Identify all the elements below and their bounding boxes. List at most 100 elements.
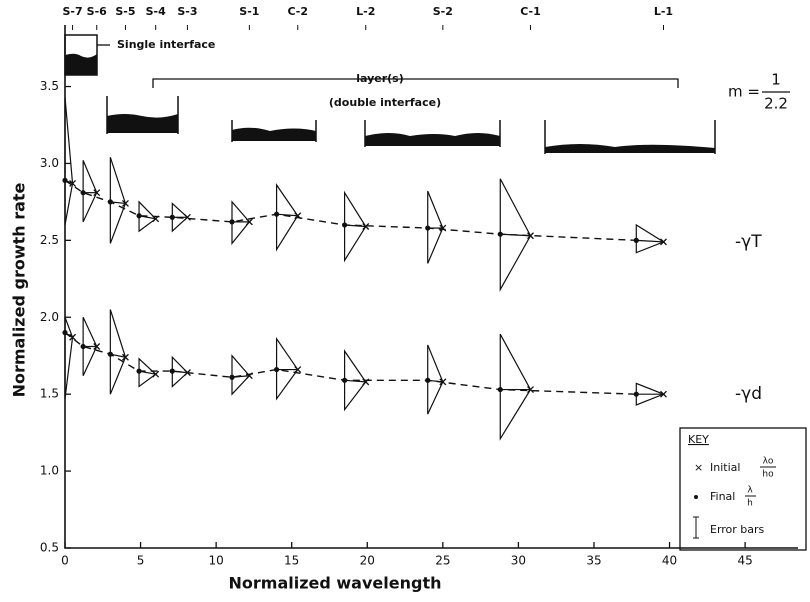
y-tick-label: 3.5 xyxy=(40,79,59,93)
x-tick-label: 25 xyxy=(435,554,450,568)
final-point xyxy=(273,211,280,217)
final-point xyxy=(62,177,68,183)
sample-label: C-2 xyxy=(287,5,308,18)
initial-point xyxy=(660,238,667,246)
x-tick-label: 20 xyxy=(360,554,375,568)
initial-point xyxy=(121,199,129,207)
key-symbol xyxy=(694,495,698,499)
final-point xyxy=(497,231,503,237)
initial-point xyxy=(294,366,302,374)
error-triangle xyxy=(109,309,127,395)
final-point xyxy=(107,199,113,205)
sample-label: S-3 xyxy=(177,5,197,18)
x-axis-label: Normalized wavelength xyxy=(229,574,442,593)
sample-label: S-7 xyxy=(62,5,82,18)
trend-line xyxy=(64,179,637,242)
initial-point xyxy=(245,372,253,380)
shift-line xyxy=(138,370,156,375)
sample-label: S-1 xyxy=(239,5,259,18)
initial-point xyxy=(183,369,191,377)
initial-point xyxy=(439,378,447,386)
y-tick-label: 0.5 xyxy=(40,541,59,555)
final-point xyxy=(229,374,235,380)
initial-point xyxy=(93,343,101,350)
y-tick-label: 2.5 xyxy=(40,233,59,247)
initial-point xyxy=(362,223,370,230)
initial-point xyxy=(69,179,77,187)
final-point xyxy=(136,368,142,374)
key-box xyxy=(679,427,807,551)
key-symbol xyxy=(693,516,699,539)
series-label: -γd xyxy=(735,384,762,404)
sample-label: S-6 xyxy=(87,5,107,18)
final-point xyxy=(273,366,280,373)
final-point xyxy=(80,190,86,196)
final-point xyxy=(229,219,235,225)
final-point xyxy=(425,377,431,383)
initial-point xyxy=(245,218,253,226)
key-symbol: × xyxy=(694,461,703,474)
shift-line xyxy=(344,224,366,228)
initial-point xyxy=(527,232,534,240)
series-label: -γT xyxy=(735,232,762,252)
initial-point xyxy=(93,189,101,197)
initial-point xyxy=(152,370,160,378)
error-triangle xyxy=(64,97,74,226)
shift-line xyxy=(500,233,531,237)
key-label: Error bars xyxy=(710,523,765,536)
shift-line xyxy=(344,379,366,383)
shift-line xyxy=(636,239,664,243)
error-triangle xyxy=(499,333,532,441)
x-tick-label: 40 xyxy=(662,554,677,568)
sample-label: S-4 xyxy=(146,5,166,18)
annotation: layer(s) xyxy=(356,72,404,85)
sketches xyxy=(64,34,716,154)
error-triangle xyxy=(275,336,299,401)
shift-line xyxy=(231,375,250,378)
final-point xyxy=(341,222,348,228)
y-tick-label: 1.0 xyxy=(40,464,59,478)
x-tick-label: 0 xyxy=(61,554,69,568)
sample-label: L-2 xyxy=(356,5,375,18)
y-tick-label: 1.5 xyxy=(40,387,59,401)
error-triangle xyxy=(231,200,251,246)
initial-point xyxy=(121,353,129,361)
sample-label: S-2 xyxy=(433,5,453,18)
final-point xyxy=(62,330,68,336)
final-point xyxy=(107,351,113,357)
error-triangle xyxy=(635,223,665,254)
key-label: Initial xyxy=(710,461,740,474)
key-label: λo xyxy=(763,457,774,467)
sample-label: S-5 xyxy=(115,5,135,18)
initial-point xyxy=(660,390,667,398)
final-point xyxy=(80,343,86,350)
trend-line xyxy=(64,332,637,395)
annotation: (double interface) xyxy=(329,96,441,109)
x-tick-label: 15 xyxy=(284,554,299,568)
y-tick-label: 2.0 xyxy=(40,310,59,324)
shift-line xyxy=(138,215,156,220)
key-label: λ xyxy=(747,486,753,496)
final-point xyxy=(136,213,142,219)
x-tick-label: 5 xyxy=(137,554,145,568)
annotation: m = xyxy=(728,83,760,101)
annotation: 2.2 xyxy=(764,95,788,113)
key-label: ho xyxy=(762,470,774,480)
annotation: 1 xyxy=(771,71,781,89)
key-label: h xyxy=(747,499,753,509)
initial-point xyxy=(69,333,77,341)
final-point xyxy=(341,377,348,383)
final-point xyxy=(633,391,639,397)
y-axis-label: Normalized growth rate xyxy=(10,182,29,397)
initial-point xyxy=(527,386,534,394)
x-tick-label: 10 xyxy=(208,554,223,568)
initial-point xyxy=(362,378,370,386)
x-tick-label: 30 xyxy=(511,554,526,568)
x-tick-label: 45 xyxy=(737,554,752,568)
y-tick-label: 3.0 xyxy=(40,156,59,170)
final-point xyxy=(633,237,639,243)
key-title: KEY xyxy=(688,433,709,446)
final-point xyxy=(425,225,431,231)
key-label: Final xyxy=(710,490,735,503)
